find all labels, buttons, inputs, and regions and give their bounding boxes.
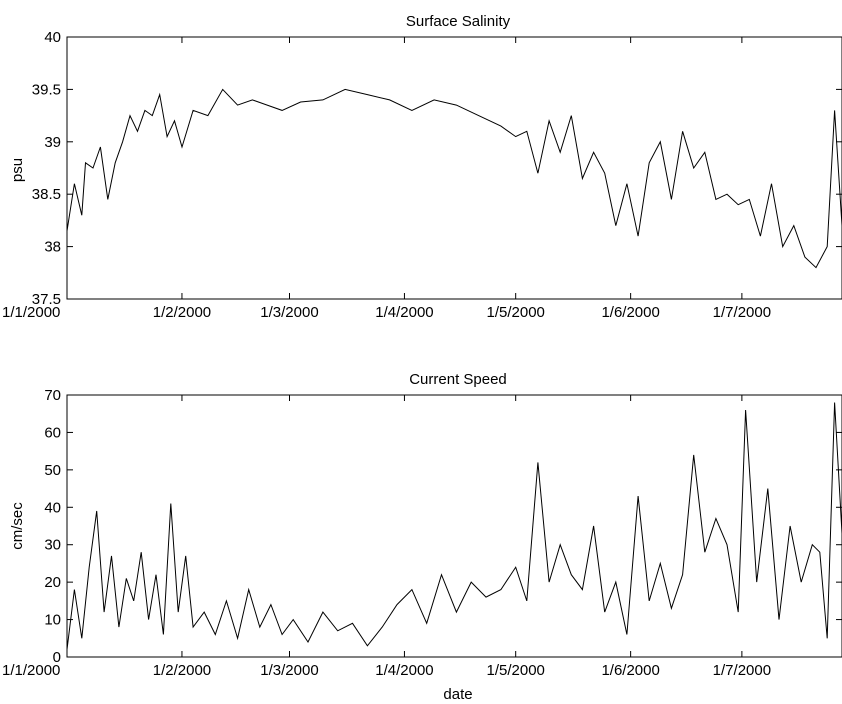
salinity-x-tick-label: 1/4/2000 xyxy=(375,304,433,321)
salinity-y-tick-label: 37.5 xyxy=(32,291,61,308)
current-speed-y-tick-label: 30 xyxy=(44,537,61,554)
current-speed-x-axis: 1/1/2000 1/2/2000 1/3/2000 1/4/2000 1/5/2000… xyxy=(2,395,771,679)
salinity-y-tick-label: 39.5 xyxy=(32,81,61,98)
current-speed-title: Current Speed xyxy=(409,371,507,388)
salinity-x-tick-label: 1/1/2000 xyxy=(2,304,60,321)
current-speed-series-line xyxy=(66,402,842,650)
current-speed-x-tick-label: 1/1/2000 xyxy=(2,662,60,679)
current-speed-y-tick-label: 60 xyxy=(44,424,61,441)
salinity-x-tick-label: 1/3/2000 xyxy=(260,304,318,321)
current-speed-x-tick-label: 1/2/2000 xyxy=(153,662,211,679)
salinity-y-tick-label: 40 xyxy=(44,29,61,46)
salinity-plot-area xyxy=(66,36,842,300)
salinity-title: Surface Salinity xyxy=(406,13,511,30)
current-speed-y-tick-label: 40 xyxy=(44,499,61,516)
salinity-x-tick-label: 1/7/2000 xyxy=(713,304,771,321)
current-speed-y-tick-label: 10 xyxy=(44,612,61,629)
salinity-x-tick-label: 1/5/2000 xyxy=(486,304,544,321)
current-speed-x-tick-label: 1/5/2000 xyxy=(486,662,544,679)
salinity-ylabel: psu xyxy=(9,158,26,182)
current-speed-y-tick-label: 50 xyxy=(44,462,61,479)
salinity-y-tick-label: 39 xyxy=(44,134,61,151)
current-speed-x-tick-label: 1/3/2000 xyxy=(260,662,318,679)
salinity-x-tick-label: 1/6/2000 xyxy=(601,304,659,321)
current-speed-x-tick-label: 1/4/2000 xyxy=(375,662,433,679)
current-speed-ylabel: cm/sec xyxy=(9,502,26,550)
current-speed-y-tick-label: 20 xyxy=(44,574,61,591)
salinity-x-tick-label: 1/2/2000 xyxy=(153,304,211,321)
current-speed-y-tick-label: 70 xyxy=(44,387,61,404)
current-speed-xlabel: date xyxy=(443,686,472,703)
current-speed-x-tick-label: 1/6/2000 xyxy=(601,662,659,679)
current-speed-plot-area xyxy=(66,394,842,658)
salinity-y-tick-label: 38 xyxy=(44,239,61,256)
current-speed-y-axis: 0 10 20 30 40 50 60 70 xyxy=(44,387,842,666)
current-speed-chart: Current Speed cm/sec date 0 10 20 30 40 50 60 7… xyxy=(2,371,842,703)
salinity-y-axis: 37.5 38 38.5 39 39.5 40 xyxy=(32,29,842,308)
current-speed-x-tick-label: 1/7/2000 xyxy=(713,662,771,679)
salinity-x-axis: 1/1/2000 1/2/2000 1/3/2000 1/4/2000 1/5/2000… xyxy=(2,37,771,321)
current-speed-y-tick-label: 0 xyxy=(53,649,61,666)
salinity-y-tick-label: 38.5 xyxy=(32,186,61,203)
salinity-chart: Surface Salinity psu 37.53838.53939.540 … xyxy=(2,13,842,321)
salinity-series-line xyxy=(66,88,842,269)
